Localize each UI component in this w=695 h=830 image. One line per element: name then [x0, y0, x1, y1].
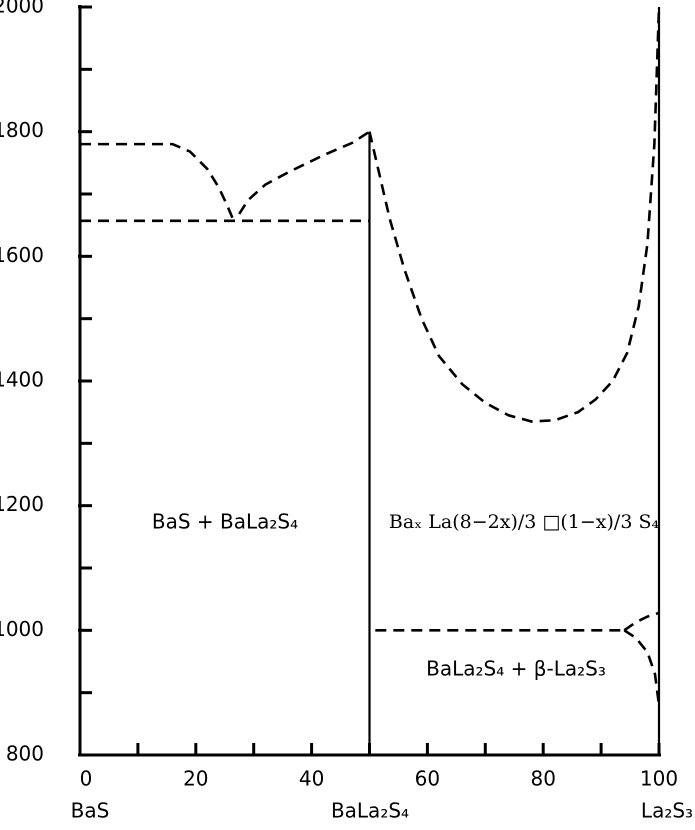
x-tick-label: 0: [80, 767, 93, 791]
x-tick-label: 100: [640, 767, 678, 791]
dashed-boundary: [368, 6, 661, 423]
x-tick-label: 80: [530, 767, 555, 791]
dashed-boundary: [623, 611, 660, 632]
y-tick-label: 1400: [0, 368, 44, 392]
x-tick-label: 40: [299, 767, 324, 791]
region-label: BaLa₂S₄ + β-La₂S₃: [426, 657, 606, 681]
y-tick-label: 1600: [0, 243, 44, 267]
y-tick-label: 800: [6, 742, 44, 766]
y-tick-label: 2000: [0, 0, 44, 18]
dashed-boundary: [80, 142, 235, 221]
compound-label: La₂S₃: [641, 799, 693, 823]
dashed-boundary: [238, 130, 371, 215]
y-tick-label: 1800: [0, 118, 44, 142]
y-tick-label: 1000: [0, 617, 44, 641]
y-tick-label: 1200: [0, 492, 44, 516]
compound-label: BaLa₂S₄: [331, 799, 409, 823]
x-tick-label: 20: [183, 767, 208, 791]
region-label: BaS + BaLa₂S₄: [152, 510, 298, 534]
dashed-boundary: [623, 629, 661, 706]
compound-label: BaS: [71, 799, 110, 823]
x-tick-label: 60: [415, 767, 440, 791]
region-label: Baₓ La(8−2x)/3 □(1−x)/3 S₄: [389, 511, 660, 533]
